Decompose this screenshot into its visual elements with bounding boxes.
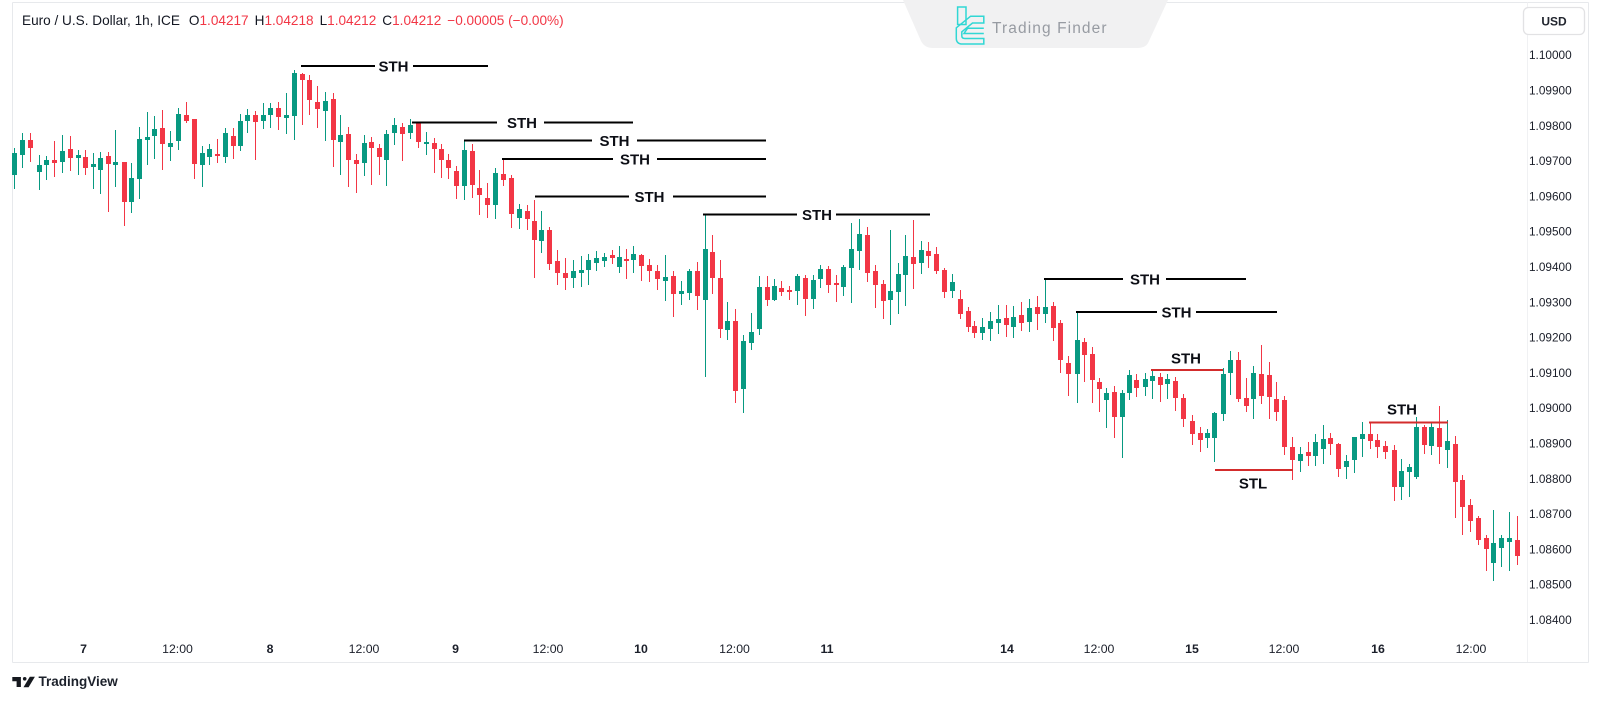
svg-text:1.08500: 1.08500 <box>1529 578 1572 592</box>
svg-text:11: 11 <box>821 642 834 656</box>
svg-text:STH: STH <box>507 115 537 132</box>
svg-text:12:00: 12:00 <box>533 642 564 656</box>
svg-text:STH: STH <box>620 152 650 169</box>
svg-text:TradingView: TradingView <box>39 674 119 689</box>
svg-text:STH: STH <box>802 207 832 224</box>
svg-text:16: 16 <box>1371 642 1385 656</box>
svg-text:STH: STH <box>1387 402 1417 419</box>
svg-text:STH: STH <box>379 59 409 76</box>
svg-text:1.09600: 1.09600 <box>1529 189 1572 203</box>
svg-text:1.09500: 1.09500 <box>1529 225 1572 239</box>
svg-text:1.08800: 1.08800 <box>1529 472 1572 486</box>
svg-text:STH: STH <box>635 189 665 206</box>
svg-text:10: 10 <box>634 642 648 656</box>
svg-text:1.09800: 1.09800 <box>1529 119 1572 133</box>
svg-text:STH: STH <box>1171 351 1201 368</box>
svg-text:STH: STH <box>1162 305 1192 322</box>
svg-text:1.09100: 1.09100 <box>1529 366 1572 380</box>
svg-text:1.09200: 1.09200 <box>1529 331 1572 345</box>
svg-text:Trading Finder: Trading Finder <box>992 20 1108 37</box>
svg-text:1.08900: 1.08900 <box>1529 437 1572 451</box>
svg-text:12:00: 12:00 <box>1456 642 1487 656</box>
svg-text:1.10000: 1.10000 <box>1529 48 1572 62</box>
svg-text:1.08600: 1.08600 <box>1529 542 1572 556</box>
svg-text:1.09700: 1.09700 <box>1529 154 1572 168</box>
svg-text:7: 7 <box>80 642 87 656</box>
svg-text:14: 14 <box>1000 642 1014 656</box>
svg-text:12:00: 12:00 <box>1269 642 1300 656</box>
svg-text:1.09000: 1.09000 <box>1529 401 1572 415</box>
svg-text:STH: STH <box>1130 272 1160 289</box>
svg-text:1.09400: 1.09400 <box>1529 260 1572 274</box>
svg-text:12:00: 12:00 <box>1084 642 1115 656</box>
svg-text:1.09300: 1.09300 <box>1529 295 1572 309</box>
svg-text:1.09900: 1.09900 <box>1529 84 1572 98</box>
svg-text:STL: STL <box>1239 476 1267 493</box>
svg-text:15: 15 <box>1185 642 1199 656</box>
svg-text:12:00: 12:00 <box>349 642 380 656</box>
svg-text:STH: STH <box>600 133 630 150</box>
svg-text:12:00: 12:00 <box>719 642 750 656</box>
svg-text:USD: USD <box>1541 15 1567 29</box>
svg-text:8: 8 <box>267 642 274 656</box>
svg-text:12:00: 12:00 <box>162 642 193 656</box>
svg-text:9: 9 <box>452 642 459 656</box>
svg-text:1.08400: 1.08400 <box>1529 613 1572 627</box>
svg-text:1.08700: 1.08700 <box>1529 507 1572 521</box>
